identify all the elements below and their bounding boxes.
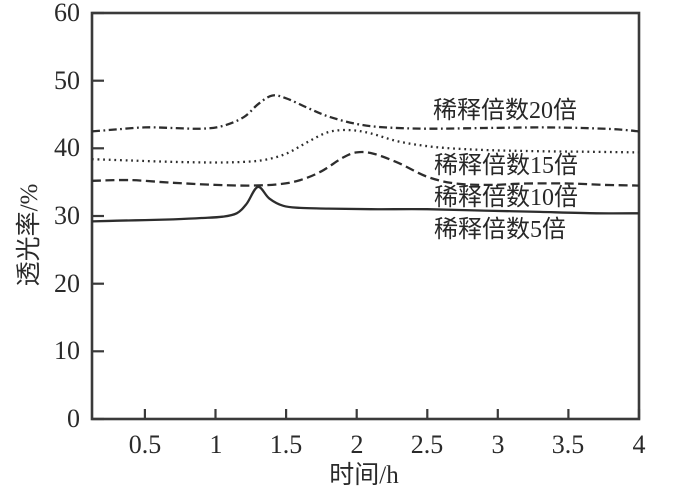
series-line-dilution-15x <box>91 128 640 164</box>
series-line-dilution-20x <box>91 94 640 133</box>
x-tick-label-4: 4 <box>632 430 646 459</box>
y-tick-label-0: 0 <box>67 404 80 433</box>
series-label-dilution-10x: 稀释倍数10倍 <box>434 185 578 211</box>
y-axis-title: 透光率/% <box>16 183 43 287</box>
y-tick-label-40: 40 <box>54 133 80 162</box>
series-label-dilution-5x: 稀释倍数5倍 <box>434 217 566 243</box>
x-tick-label-1.5: 1.5 <box>269 430 303 459</box>
y-tick-label-10: 10 <box>54 336 80 365</box>
series-line-dilution-10x <box>91 150 640 187</box>
series-line-dilution-5x <box>91 185 640 223</box>
x-tick-label-3.5: 3.5 <box>551 430 585 459</box>
series-label-dilution-15x: 稀释倍数15倍 <box>434 153 578 179</box>
x-tick-label-2.5: 2.5 <box>410 430 444 459</box>
y-tick-label-20: 20 <box>54 269 80 298</box>
x-tick-label-3: 3 <box>491 430 505 459</box>
series-label-dilution-20x: 稀释倍数20倍 <box>433 98 577 124</box>
y-tick-label-50: 50 <box>54 66 80 95</box>
y-tick-label-30: 30 <box>54 201 80 230</box>
x-tick-label-1: 1 <box>209 430 223 459</box>
y-tick-label-60: 60 <box>54 0 80 27</box>
x-axis-title: 时间/h <box>329 462 399 489</box>
x-tick-label-2: 2 <box>350 430 364 459</box>
x-tick-label-0.5: 0.5 <box>128 430 162 459</box>
